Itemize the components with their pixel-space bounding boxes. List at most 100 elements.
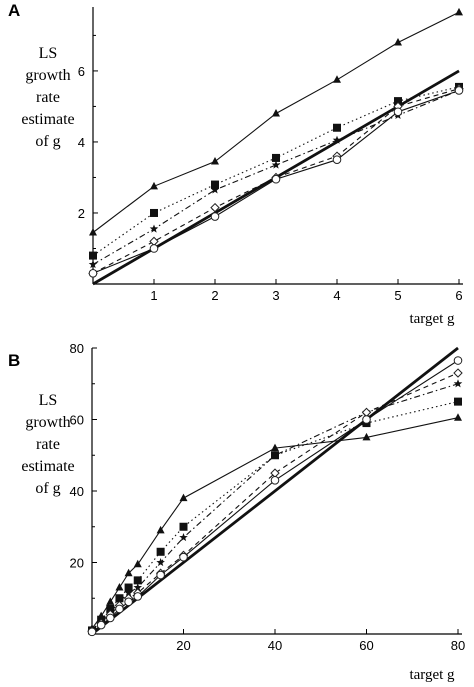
circle-marker: [115, 604, 124, 614]
square-marker: [272, 153, 280, 162]
series-diamond: [87, 368, 463, 636]
circle-marker: [270, 475, 280, 485]
x-axis-label: target g: [409, 667, 455, 683]
star-marker: [332, 135, 342, 144]
x-tick-label: 40: [268, 638, 282, 653]
triangle-marker: [271, 443, 279, 452]
star-marker: [156, 558, 165, 567]
series-triangle: [89, 7, 463, 236]
star-marker: [270, 450, 280, 459]
x-tick-label: 80: [451, 638, 465, 653]
y-tick-label: 6: [78, 64, 85, 79]
x-tick-label: 1: [150, 288, 157, 303]
triangle-marker: [124, 568, 133, 577]
circle-marker: [453, 356, 463, 365]
star-marker: [210, 185, 220, 194]
y-axis-label: estimate: [21, 458, 74, 475]
y-axis-label: LS: [39, 45, 58, 62]
y-tick-label: 40: [70, 484, 84, 499]
circle-marker: [332, 155, 342, 165]
circle-marker: [133, 592, 143, 601]
series-line: [91, 346, 459, 636]
x-axis-label: target g: [409, 311, 455, 327]
star-marker: [124, 588, 133, 597]
triangle-marker: [455, 7, 463, 16]
square-marker: [454, 397, 462, 406]
y-tick-label: 4: [78, 135, 85, 150]
triangle-marker: [106, 597, 115, 605]
x-tick-label: 6: [455, 288, 462, 303]
triangle-marker: [115, 583, 124, 591]
y-axis-label: LS: [39, 392, 58, 409]
circle-marker: [87, 627, 97, 637]
y-axis-label: of g: [35, 133, 60, 150]
circle-marker: [96, 620, 106, 630]
circle-marker: [124, 597, 133, 607]
circle-marker: [149, 244, 159, 253]
triangle-marker: [272, 109, 280, 117]
diamond-marker: [149, 236, 159, 247]
y-tick-label: 80: [70, 341, 84, 356]
series-circle: [87, 356, 463, 637]
x-tick-label: 4: [333, 288, 340, 303]
y-tick-label: 2: [78, 206, 85, 221]
diamond-marker: [361, 407, 372, 418]
circle-marker: [393, 107, 403, 117]
y-tick-label: 60: [70, 413, 84, 428]
circle-marker: [106, 613, 115, 623]
triangle-marker: [150, 181, 158, 190]
x-tick-label: 5: [394, 288, 401, 303]
triangle-marker: [89, 228, 97, 236]
diamond-marker: [210, 202, 220, 213]
series-line: [92, 11, 460, 233]
y-axis-label: of g: [35, 480, 60, 497]
star-marker: [453, 379, 463, 388]
square-marker: [333, 123, 341, 132]
square-marker: [211, 180, 219, 189]
triangle-marker: [394, 38, 402, 46]
square-marker: [150, 208, 158, 217]
square-marker: [394, 97, 402, 106]
star-marker: [149, 224, 159, 233]
series-circle: [88, 86, 464, 278]
circle-marker: [88, 269, 98, 278]
y-tick-label: 20: [70, 556, 84, 571]
series-line: [91, 346, 459, 636]
square-marker: [133, 576, 142, 585]
circle-marker: [156, 570, 165, 580]
square-marker: [179, 522, 188, 531]
diamond-marker: [453, 368, 463, 378]
circle-marker: [362, 415, 371, 424]
square-marker: [89, 251, 97, 260]
star-marker: [271, 160, 281, 169]
series-line: [91, 383, 459, 631]
y-axis-label: growth: [25, 67, 70, 84]
circle-marker: [271, 174, 281, 184]
triangle-marker: [133, 559, 142, 568]
series-triangle: [88, 413, 462, 632]
triangle-marker: [211, 156, 219, 165]
square-marker: [124, 583, 133, 592]
square-marker: [156, 547, 165, 556]
triangle-marker: [454, 413, 462, 421]
circle-marker: [210, 212, 220, 221]
y-axis-label: growth: [25, 414, 70, 431]
star-marker: [179, 532, 188, 542]
triangle-marker: [179, 493, 188, 502]
triangle-marker: [333, 75, 341, 83]
x-tick-label: 3: [272, 288, 279, 303]
x-tick-label: 2: [211, 288, 218, 303]
star-marker: [133, 583, 143, 592]
x-tick-label: 60: [359, 638, 373, 653]
panel-b: 20 40 60 80 20 40 60 80 B LS growth rate estimate of …: [8, 341, 465, 683]
x-tick-label: 20: [176, 638, 190, 653]
y-axis-label: estimate: [21, 111, 74, 128]
series-square: [88, 397, 462, 635]
y-axis-label: rate: [36, 89, 60, 106]
series-line: [91, 401, 459, 631]
y-axis-label: rate: [36, 436, 60, 453]
circle-marker: [179, 552, 188, 562]
panel-a: 1 2 3 4 5 6 2 4 6 A LS growth rate estimate of g target…: [8, 1, 464, 327]
star-marker: [88, 259, 98, 269]
